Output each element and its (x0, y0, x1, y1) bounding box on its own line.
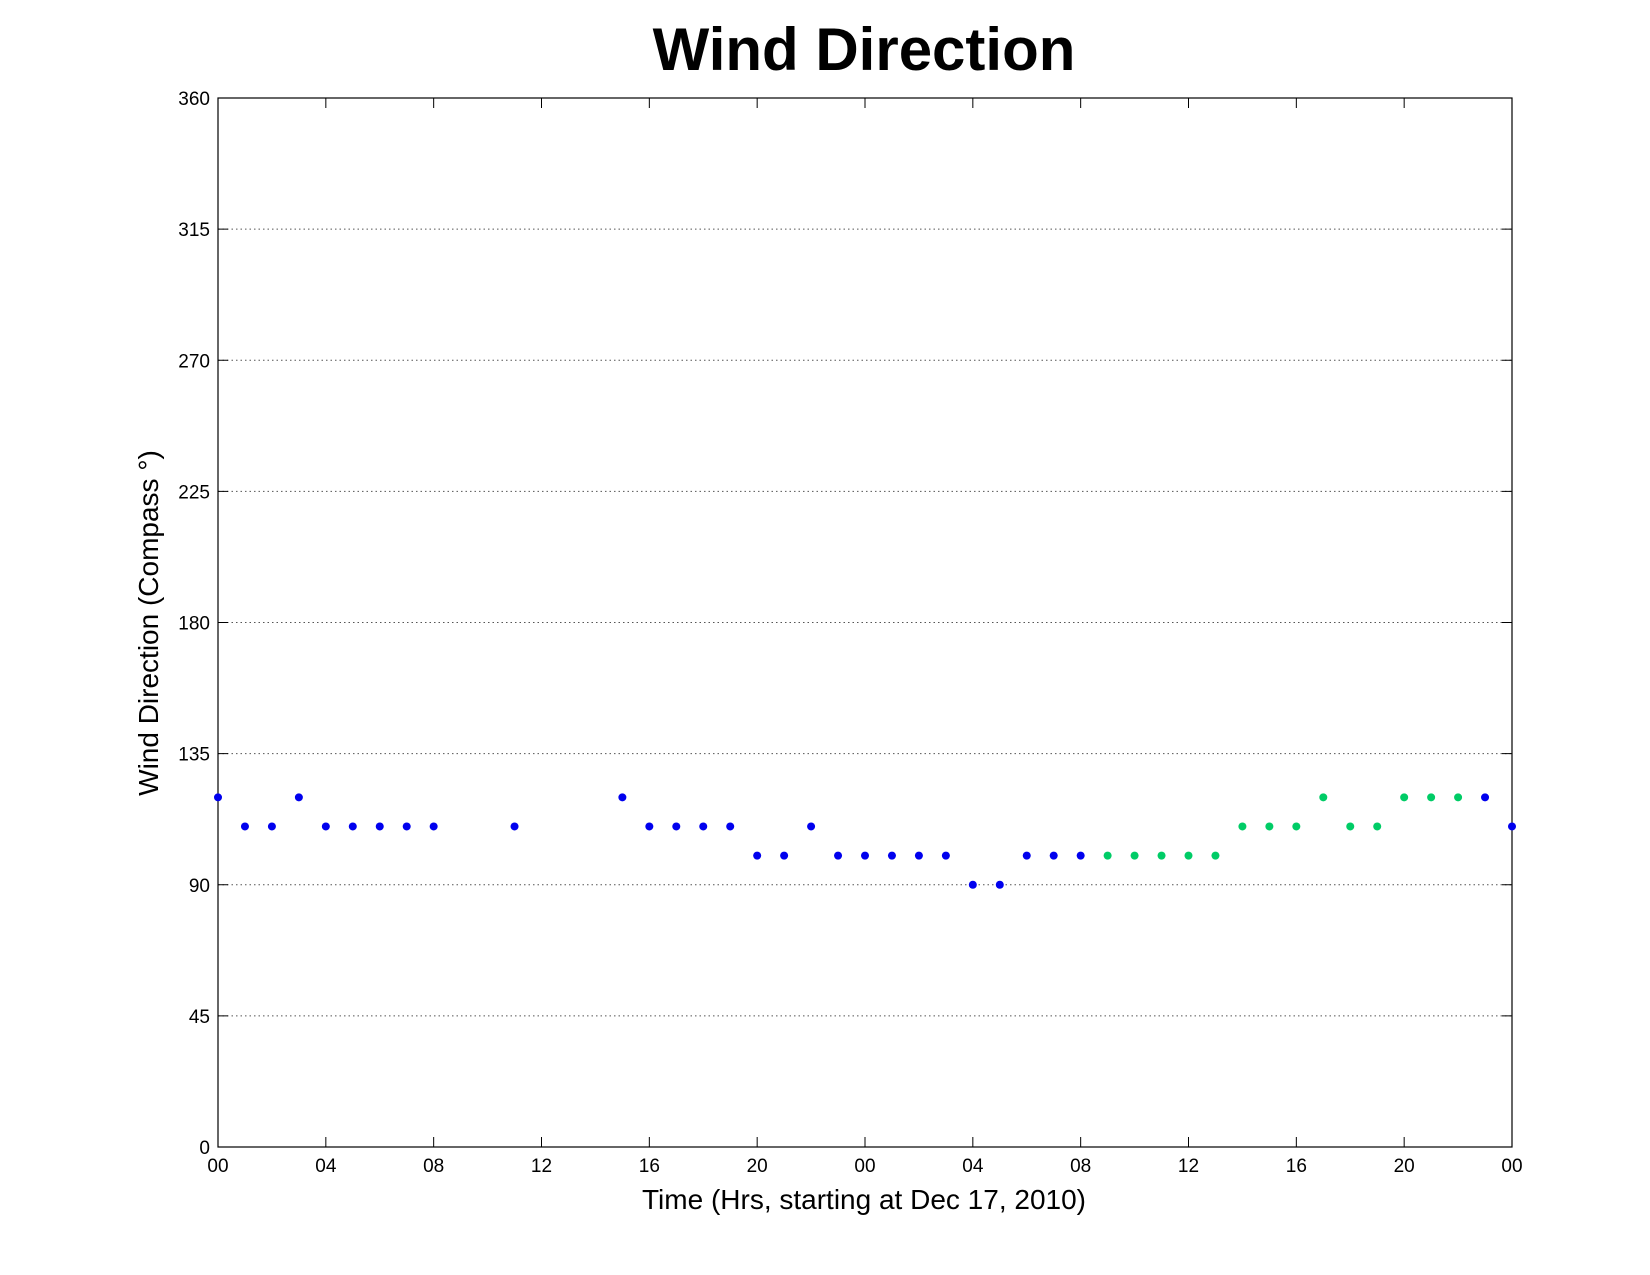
data-point (1346, 822, 1355, 831)
data-point (1481, 793, 1490, 802)
data-point (1211, 851, 1220, 860)
y-tick-labels: 0 45 90 135 180 225 270 315 360 (178, 89, 210, 1159)
data-point (1319, 793, 1328, 802)
data-points (214, 793, 1516, 889)
data-point (1103, 851, 1112, 860)
y-tick-label: 360 (178, 89, 210, 110)
y-tick-label: 0 (199, 1138, 210, 1159)
y-axis-label: Wind Direction (Compass °) (133, 450, 164, 796)
data-point (753, 851, 762, 860)
data-point (348, 822, 357, 831)
data-point (914, 851, 923, 860)
data-point (1454, 793, 1463, 802)
y-tick-label: 315 (178, 220, 210, 241)
data-point (1265, 822, 1274, 831)
data-point (861, 851, 869, 860)
data-point (1049, 851, 1058, 860)
data-point (887, 851, 896, 860)
data-point (726, 822, 735, 831)
y-tick-label: 90 (189, 876, 210, 897)
data-point (1130, 851, 1139, 860)
data-point (995, 880, 1004, 889)
x-tick-label: 20 (1394, 1156, 1415, 1177)
data-point (429, 822, 438, 831)
data-point (968, 880, 977, 889)
y-tick-label: 45 (189, 1007, 210, 1028)
x-tick-label: 08 (1070, 1156, 1091, 1177)
chart-title: Wind Direction (653, 16, 1076, 83)
data-point (1292, 822, 1301, 831)
data-point (1508, 822, 1516, 831)
data-point (1400, 793, 1409, 802)
data-point (1238, 822, 1247, 831)
y-tick-label: 180 (178, 614, 210, 635)
data-point (618, 793, 627, 802)
x-tick-label: 04 (315, 1156, 337, 1177)
data-point (1076, 851, 1085, 860)
data-point (1157, 851, 1166, 860)
data-point (672, 822, 681, 831)
x-tick-labels: 00 04 08 12 16 20 00 04 08 12 16 20 00 (207, 1156, 1522, 1177)
data-point (1373, 822, 1382, 831)
y-tick-label: 225 (178, 482, 210, 503)
data-point (699, 822, 708, 831)
x-tick-label: 20 (747, 1156, 768, 1177)
data-point (402, 822, 411, 831)
data-point (834, 851, 843, 860)
data-point (1184, 851, 1193, 860)
x-tick-label: 12 (531, 1156, 552, 1177)
data-point (807, 822, 816, 831)
x-tick-label: 00 (854, 1156, 875, 1177)
data-point (1022, 851, 1031, 860)
data-point (294, 793, 303, 802)
data-point (510, 822, 519, 831)
plot-frame (217, 97, 1513, 1148)
data-point (780, 851, 789, 860)
axis-ticks (217, 97, 1513, 1148)
data-point (645, 822, 654, 831)
data-point (240, 822, 249, 831)
data-point (321, 822, 330, 831)
x-tick-label: 16 (639, 1156, 660, 1177)
x-axis-label: Time (Hrs, starting at Dec 17, 2010) (642, 1184, 1086, 1215)
x-tick-label: 16 (1286, 1156, 1307, 1177)
y-tick-label: 270 (178, 351, 210, 372)
y-tick-label: 135 (178, 745, 210, 766)
x-tick-label: 04 (962, 1156, 984, 1177)
x-tick-label: 00 (207, 1156, 228, 1177)
x-tick-label: 00 (1501, 1156, 1522, 1177)
x-tick-label: 08 (423, 1156, 444, 1177)
data-point (1427, 793, 1436, 802)
data-point (214, 793, 222, 802)
data-point (941, 851, 950, 860)
data-point (267, 822, 276, 831)
data-point (375, 822, 384, 831)
x-tick-label: 12 (1178, 1156, 1199, 1177)
